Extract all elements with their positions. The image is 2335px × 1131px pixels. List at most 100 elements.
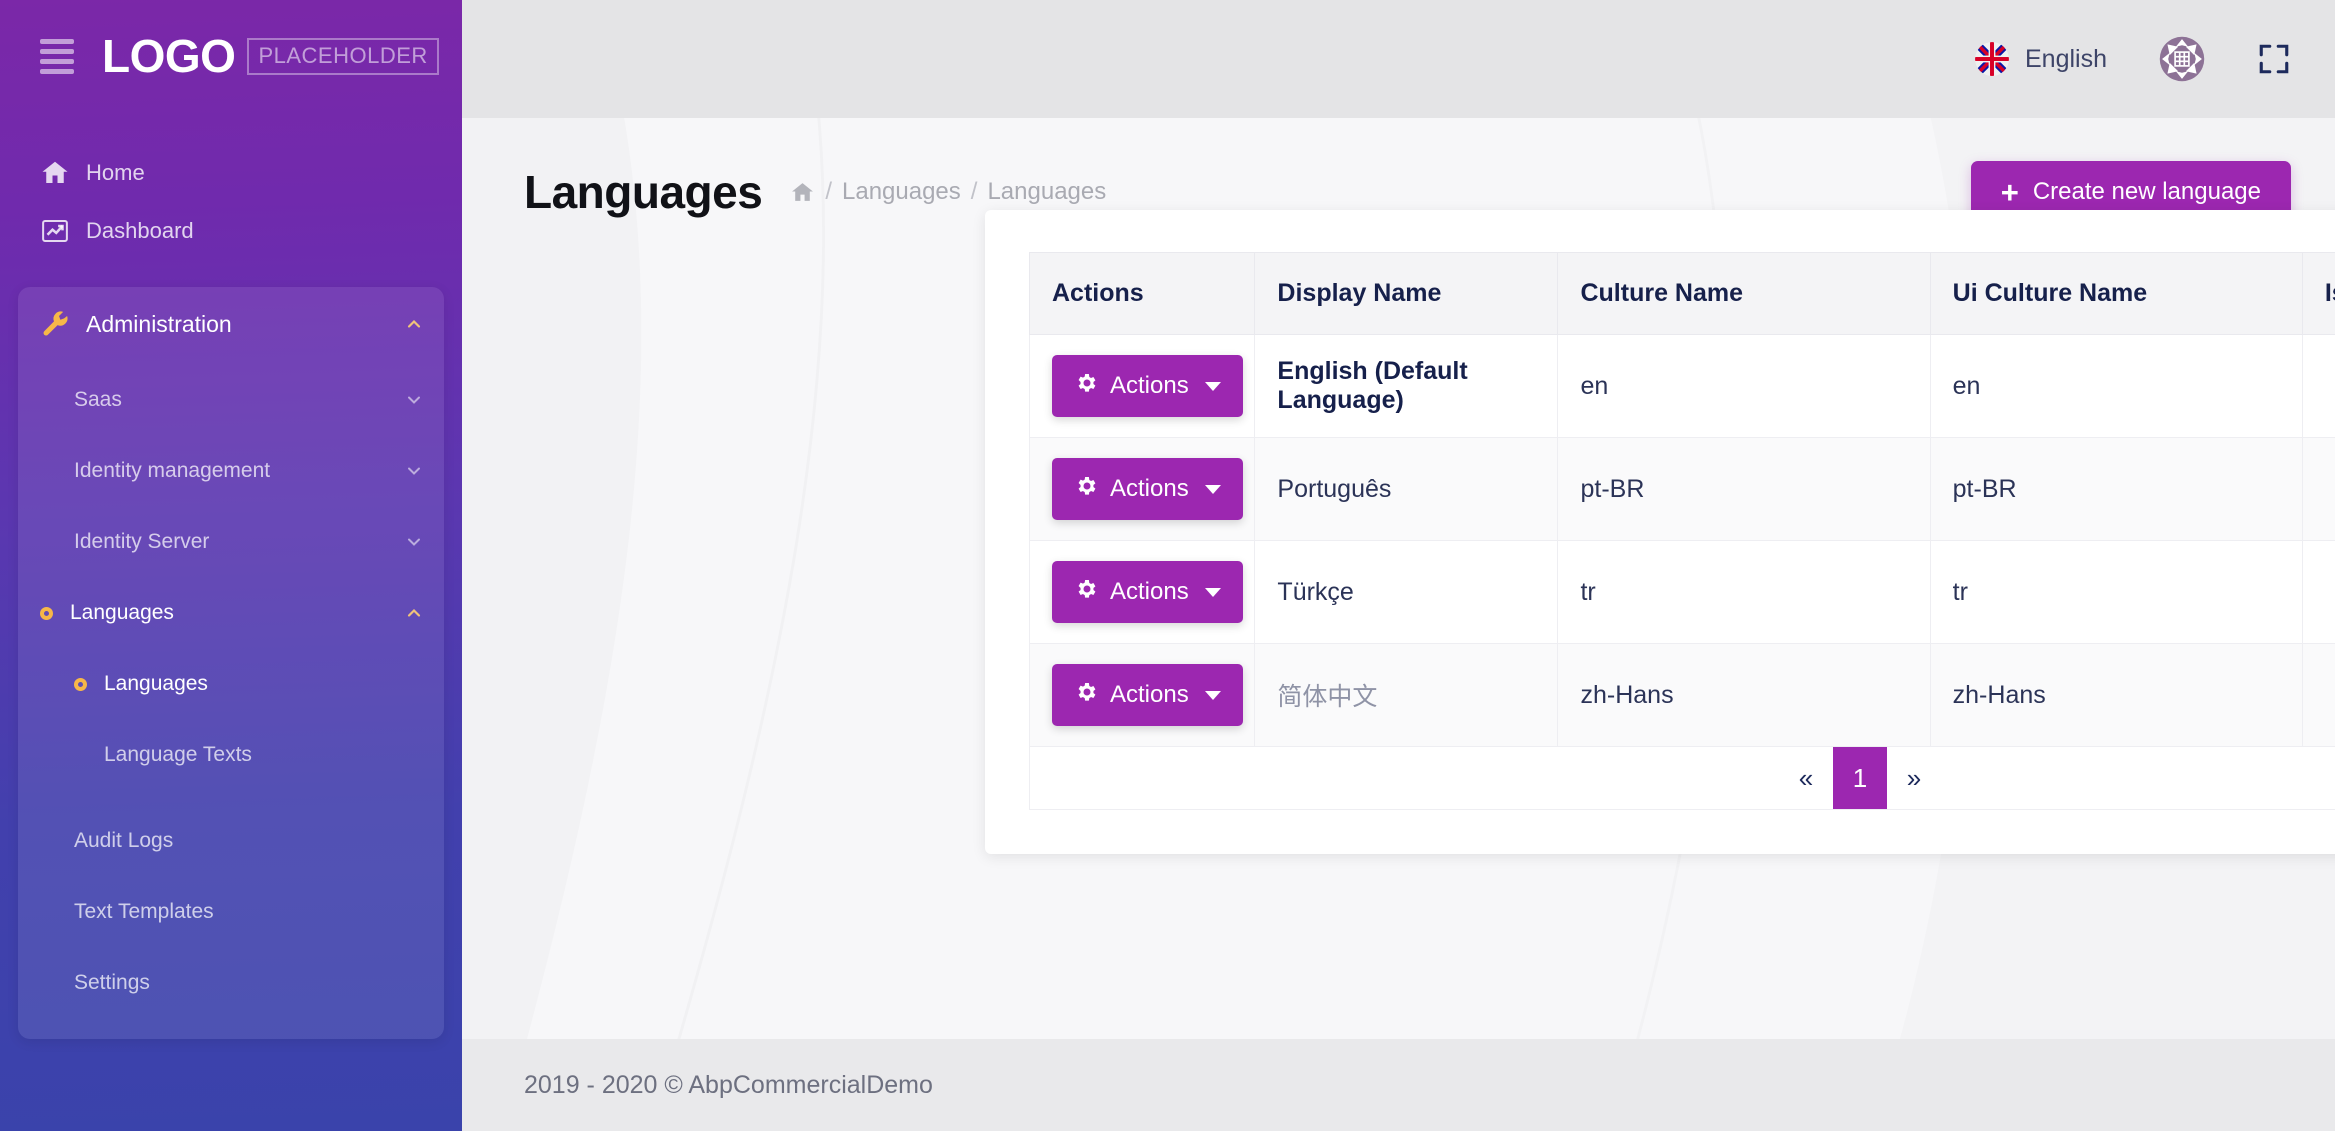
language-label: English xyxy=(2025,44,2107,73)
sidebar-item-identity-server[interactable]: Identity Server xyxy=(18,516,444,568)
brand[interactable]: LOGO PLACEHOLDER xyxy=(102,29,439,83)
sidebar-brand: LOGO PLACEHOLDER xyxy=(0,0,462,112)
sidebar-item-settings[interactable]: Settings xyxy=(18,957,444,1009)
abp-logo-avatar-icon[interactable] xyxy=(2159,36,2205,82)
gear-icon xyxy=(1074,371,1098,402)
brand-placeholder-text: PLACEHOLDER xyxy=(247,37,439,75)
sidebar-item-label: Language Texts xyxy=(104,743,252,766)
sidebar-item-saas[interactable]: Saas xyxy=(18,374,444,426)
sidebar-item-home[interactable]: Home xyxy=(0,144,462,202)
sidebar-item-languages-group[interactable]: Languages xyxy=(18,587,444,639)
language-selector[interactable]: English xyxy=(1975,42,2107,76)
wrench-icon xyxy=(40,309,86,339)
chart-line-icon xyxy=(40,216,86,246)
table-header: Actions Display Name Culture Name Ui Cul… xyxy=(1028,252,2335,335)
topbar: English xyxy=(462,0,2335,118)
cell-is-enabled xyxy=(2301,540,2335,644)
sidebar-item-label: Languages xyxy=(104,672,208,695)
chevron-up-icon[interactable] xyxy=(404,603,424,623)
cell-is-enabled xyxy=(2301,643,2335,747)
sidebar-item-label: Administration xyxy=(86,310,232,337)
cell-actions: Actions xyxy=(1028,540,1256,644)
cell-display-name: Türkçe xyxy=(1254,540,1559,644)
sidebar-item-audit-logs[interactable]: Audit Logs xyxy=(18,815,444,867)
table-row: Actions Português pt-BR pt-BR xyxy=(1028,437,2335,541)
breadcrumb-item[interactable]: Languages xyxy=(842,178,961,205)
breadcrumb-separator: / xyxy=(825,178,832,205)
brand-logo-text: LOGO xyxy=(102,30,236,82)
sidebar-item-label: Languages xyxy=(70,601,174,624)
languages-table: Actions Display Name Culture Name Ui Cul… xyxy=(1028,252,2335,810)
create-button-label: Create new language xyxy=(2032,178,2261,205)
row-actions-button[interactable]: Actions xyxy=(1052,664,1243,726)
row-actions-button[interactable]: Actions xyxy=(1052,561,1243,623)
breadcrumb: / Languages / Languages xyxy=(790,178,1106,206)
row-actions-button[interactable]: Actions xyxy=(1052,355,1243,417)
table-row: Actions 简体中文 zh-Hans zh-Hans xyxy=(1028,643,2335,747)
sidebar-nav-top: Home Dashboard xyxy=(0,144,462,260)
home-icon xyxy=(40,158,86,188)
cell-culture-name: pt-BR xyxy=(1557,437,1931,541)
sidebar-item-label: Audit Logs xyxy=(74,829,174,852)
table-header-row: Actions Display Name Culture Name Ui Cul… xyxy=(1028,252,2335,335)
home-icon[interactable] xyxy=(790,180,815,205)
chevron-down-icon[interactable] xyxy=(404,461,424,481)
pagination-next-button[interactable]: » xyxy=(1906,762,1922,793)
gear-icon xyxy=(1074,680,1098,711)
cell-display-name: 简体中文 xyxy=(1254,643,1559,747)
pagination-row: « 1 » xyxy=(1029,746,2335,810)
sidebar-item-identity-management[interactable]: Identity management xyxy=(18,445,444,497)
chevron-down-icon xyxy=(1204,484,1221,494)
sidebar-item-text-templates[interactable]: Text Templates xyxy=(18,886,444,938)
chevron-down-icon[interactable] xyxy=(404,390,424,410)
table-body: Actions English (Default Language) en en xyxy=(1028,334,2335,810)
sidebar-group-administration: Administration Saas Identity management … xyxy=(18,287,444,1039)
column-header-culture-name: Culture Name xyxy=(1557,252,1931,335)
cell-culture-name: zh-Hans xyxy=(1557,643,1931,747)
cell-display-name: Português xyxy=(1254,437,1559,541)
pagination-prev-button[interactable]: « xyxy=(1798,762,1814,793)
column-header-actions: Actions xyxy=(1028,252,1256,335)
hamburger-icon[interactable] xyxy=(40,38,74,74)
cell-actions: Actions xyxy=(1028,437,1256,541)
row-actions-button[interactable]: Actions xyxy=(1052,458,1243,520)
sidebar-item-languages[interactable]: Languages xyxy=(18,658,444,710)
sidebar-item-label: Home xyxy=(86,160,145,185)
chevron-up-icon[interactable] xyxy=(404,314,424,334)
sidebar-item-language-texts[interactable]: Language Texts xyxy=(18,729,444,781)
cell-ui-culture-name: zh-Hans xyxy=(1929,643,2303,747)
cell-culture-name: tr xyxy=(1557,540,1931,644)
row-actions-label: Actions xyxy=(1110,372,1189,399)
languages-card: Actions Display Name Culture Name Ui Cul… xyxy=(985,210,2335,854)
pagination: « 1 » xyxy=(1030,747,2335,809)
bullet-dot-icon xyxy=(40,606,70,620)
page-title: Languages xyxy=(524,166,763,218)
chevron-down-icon xyxy=(1204,587,1221,597)
chevron-down-icon xyxy=(1204,690,1221,700)
row-actions-label: Actions xyxy=(1110,681,1189,708)
sidebar-item-label: Saas xyxy=(74,388,122,411)
cell-culture-name: en xyxy=(1557,334,1931,438)
cell-is-enabled xyxy=(2301,334,2335,438)
column-header-ui-culture-name: Ui Culture Name xyxy=(1929,252,2303,335)
breadcrumb-separator: / xyxy=(970,178,978,205)
main-area: English xyxy=(462,0,2335,1131)
gear-icon xyxy=(1074,577,1098,608)
row-actions-label: Actions xyxy=(1110,578,1189,605)
sidebar-item-administration[interactable]: Administration xyxy=(18,293,444,355)
sidebar-item-label: Identity management xyxy=(74,459,271,482)
fullscreen-icon[interactable] xyxy=(2257,42,2291,76)
cell-ui-culture-name: en xyxy=(1929,334,2303,438)
table-row: Actions Türkçe tr tr xyxy=(1028,540,2335,644)
footer-copyright: 2019 - 2020 © AbpCommercialDemo xyxy=(524,1070,933,1099)
pagination-page-1[interactable]: 1 xyxy=(1833,747,1887,809)
sidebar-item-label: Text Templates xyxy=(74,900,214,923)
cell-actions: Actions xyxy=(1028,643,1256,747)
sidebar-item-dashboard[interactable]: Dashboard xyxy=(0,202,462,260)
bullet-dot-icon xyxy=(74,677,104,691)
plus-icon: + xyxy=(2000,174,2019,210)
breadcrumb-item[interactable]: Languages xyxy=(987,178,1107,205)
row-actions-label: Actions xyxy=(1110,475,1189,502)
chevron-down-icon[interactable] xyxy=(404,532,424,552)
